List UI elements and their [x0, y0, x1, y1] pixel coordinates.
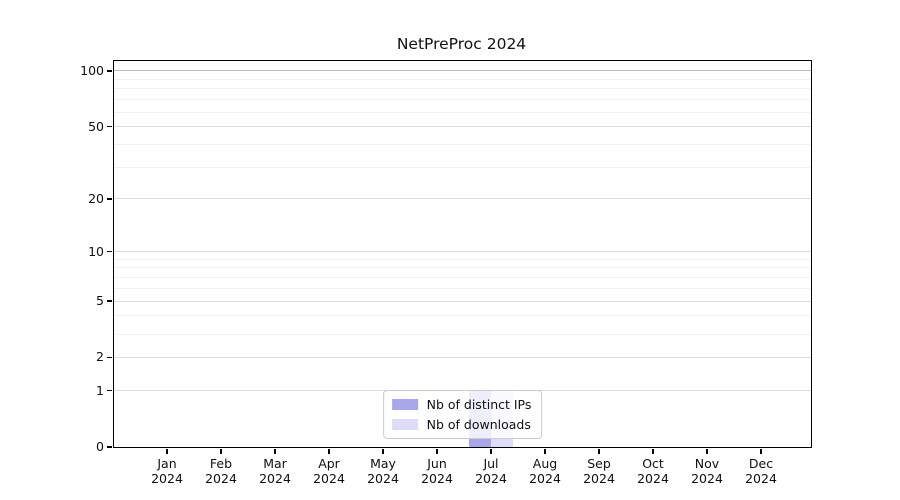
gridline-minor: [114, 166, 811, 168]
gridline-major: [114, 70, 811, 72]
y-axis-tick: [107, 356, 112, 359]
x-tick-label: Jun 2024: [421, 456, 453, 486]
x-axis-tick: [436, 448, 438, 454]
x-tick-label: Oct 2024: [637, 456, 669, 486]
y-axis-tick: [107, 389, 112, 392]
x-axis-tick: [382, 448, 384, 454]
x-axis-tick: [220, 448, 222, 454]
y-tick-label: 10: [88, 243, 104, 259]
x-tick-label: Mar 2024: [259, 456, 291, 486]
x-tick-label: May 2024: [367, 456, 399, 486]
y-axis-tick: [107, 446, 112, 448]
x-tick-label: Nov 2024: [691, 456, 723, 486]
gridline-minor: [114, 287, 811, 289]
gridline-major: [114, 251, 811, 253]
legend: Nb of distinct IPs Nb of downloads: [382, 390, 543, 439]
gridline-minor: [114, 78, 811, 80]
gridline-minor: [114, 258, 811, 260]
legend-label-downloads: Nb of downloads: [426, 417, 531, 432]
x-axis-tick: [490, 448, 492, 454]
plot-area: 0 1 2 5 10 20 50 100 Jan 2024 Feb 2024 Mar 2024 Apr…: [80, 60, 812, 486]
legend-swatch-downloads: [391, 419, 418, 430]
x-axis-tick: [328, 448, 330, 454]
y-axis-tick: [107, 300, 112, 302]
x-tick-label: Jul 2024: [475, 456, 507, 486]
y-axis-tick: [107, 125, 112, 128]
gridline-minor: [114, 267, 811, 269]
y-tick-label: 5: [96, 293, 104, 309]
y-tick-label: 100: [80, 62, 104, 78]
x-axis-tick: [706, 448, 708, 454]
gridline-minor: [114, 111, 811, 113]
x-axis-tick: [760, 448, 762, 454]
gridline-major: [114, 300, 811, 302]
x-axis-tick: [652, 448, 654, 454]
x-tick-label: Dec 2024: [745, 456, 777, 486]
gridline-minor: [114, 333, 811, 335]
x-axis-tick: [274, 448, 276, 454]
x-axis-tick: [166, 448, 168, 454]
x-axis-tick: [544, 448, 546, 454]
legend-label-distinct-ips: Nb of distinct IPs: [426, 397, 532, 412]
y-tick-label: 2: [96, 349, 104, 365]
chart-title: NetPreProc 2024: [396, 35, 527, 53]
x-tick-label: Apr 2024: [313, 456, 345, 486]
y-axis-tick: [107, 198, 112, 200]
gridline-major: [114, 356, 811, 358]
gridline-minor: [114, 143, 811, 145]
gridline-minor: [114, 88, 811, 90]
gridline-major: [114, 126, 811, 128]
y-tick-label: 20: [88, 190, 104, 206]
legend-item-distinct-ips: Nb of distinct IPs: [391, 397, 532, 412]
legend-swatch-distinct-ips: [391, 399, 418, 410]
gridline-minor: [114, 315, 811, 317]
y-axis-tick: [107, 70, 112, 72]
y-axis-tick: [107, 250, 112, 253]
gridline-minor: [114, 99, 811, 101]
x-tick-label: Jan 2024: [151, 456, 183, 486]
legend-item-downloads: Nb of downloads: [391, 417, 532, 432]
gridline-minor: [114, 277, 811, 279]
y-tick-label: 1: [96, 382, 104, 398]
x-tick-label: Feb 2024: [205, 456, 237, 486]
y-tick-label: 50: [88, 118, 104, 134]
x-axis-tick: [598, 448, 600, 454]
x-tick-label: Aug 2024: [529, 456, 561, 486]
x-tick-label: Sep 2024: [583, 456, 615, 486]
gridline-major: [114, 198, 811, 200]
y-tick-label: 0: [96, 439, 104, 454]
